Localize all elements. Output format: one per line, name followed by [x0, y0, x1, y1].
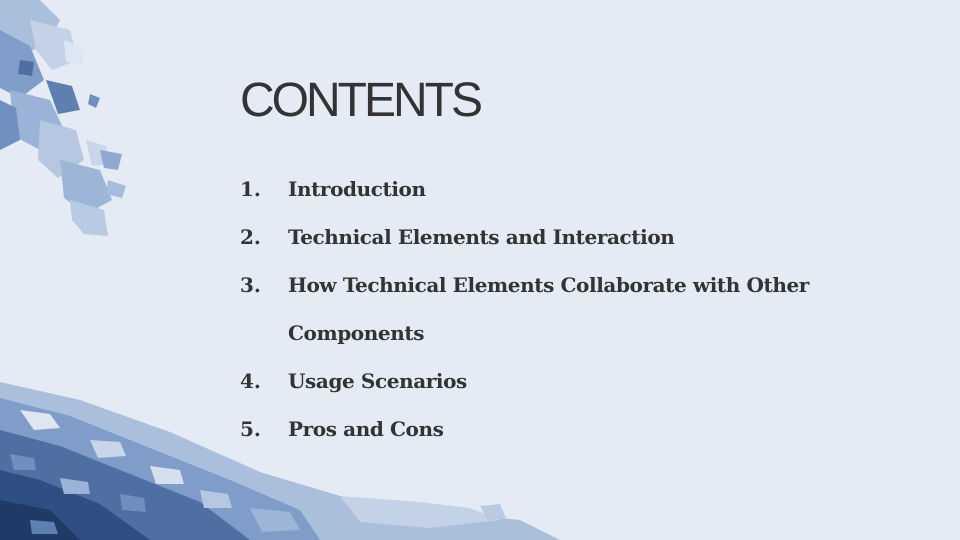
list-item-label: Usage Scenarios [288, 369, 467, 393]
list-item-number: 3. [240, 273, 261, 297]
list-item-number: 4. [240, 369, 261, 393]
list-item-number: 2. [240, 225, 261, 249]
list-item-label: Pros and Cons [288, 417, 444, 441]
slide-title: CONTENTS [240, 74, 483, 127]
list-item: 2. Technical Elements and Interaction [240, 213, 880, 261]
list-item: 1. Introduction [240, 165, 880, 213]
list-item: 4. Usage Scenarios [240, 357, 880, 405]
list-item: 5. Pros and Cons [240, 405, 880, 453]
list-item: 3. How Technical Elements Collaborate wi… [240, 261, 880, 357]
contents-list: 1. Introduction 2. Technical Elements an… [240, 165, 880, 453]
list-item-number: 1. [240, 177, 261, 201]
watercolor-splash-top-left [0, 0, 126, 236]
list-item-label: Introduction [288, 177, 426, 201]
list-item-label: Technical Elements and Interaction [288, 225, 675, 249]
list-item-number: 5. [240, 417, 261, 441]
list-item-label: How Technical Elements Collaborate with … [288, 273, 809, 345]
